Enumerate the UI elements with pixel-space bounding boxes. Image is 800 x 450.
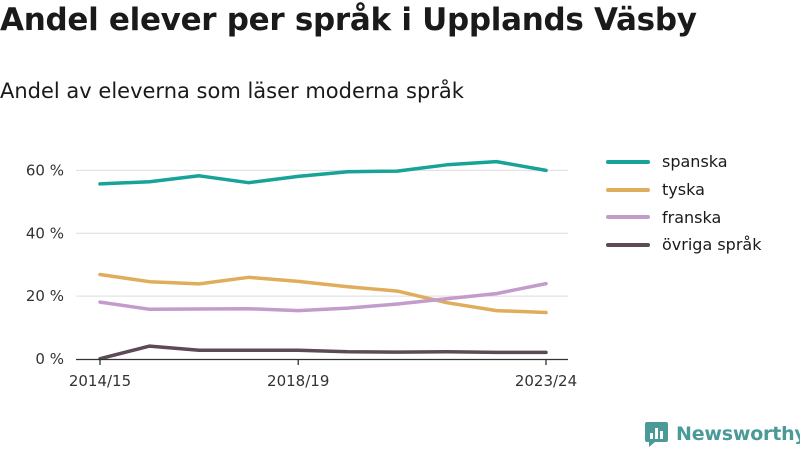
legend-swatch <box>606 215 650 220</box>
legend-label: franska <box>662 207 722 227</box>
legend-label: spanska <box>662 152 728 172</box>
x-tick-label: 2023/24 <box>515 372 577 390</box>
series-line-spanska <box>98 159 548 186</box>
legend-swatch <box>606 242 650 247</box>
legend-label: tyska <box>662 180 705 200</box>
y-tick-label: 0 % <box>35 350 64 368</box>
newsworthy-logo-icon <box>645 422 668 447</box>
legend-item: tyska <box>606 176 761 204</box>
legend-swatch <box>606 159 650 164</box>
chart-title: Andel elever per språk i Upplands Väsby <box>0 2 697 38</box>
x-tick-label: 2014/15 <box>69 372 131 390</box>
series-line-tyska <box>98 272 548 315</box>
brand-logo: Newsworthy <box>645 420 800 448</box>
chart-legend: spanska tyska franska övriga språk <box>606 148 761 259</box>
legend-swatch <box>606 187 650 192</box>
legend-item: franska <box>606 203 761 231</box>
chart-subtitle: Andel av eleverna som läser moderna språ… <box>0 79 464 103</box>
legend-label: övriga språk <box>662 235 762 255</box>
legend-item: spanska <box>606 148 761 176</box>
x-tick-label: 2018/19 <box>267 372 329 390</box>
series-line-franska <box>98 281 548 313</box>
y-tick-label: 40 % <box>26 224 64 242</box>
series-line-övriga-språk <box>98 344 548 361</box>
y-tick-label: 60 % <box>26 161 64 179</box>
brand-name: Newsworthy <box>676 423 800 445</box>
legend-item: övriga språk <box>606 231 761 259</box>
y-tick-label: 20 % <box>26 287 64 305</box>
